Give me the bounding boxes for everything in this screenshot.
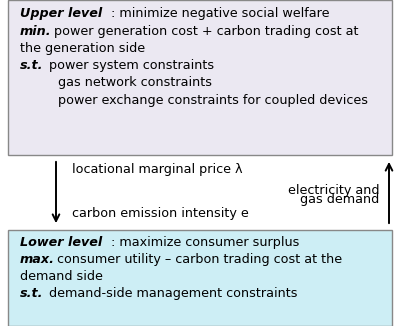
Text: electricity and: electricity and [288, 185, 379, 197]
Bar [8, 230, 392, 326]
Text: s.t.: s.t. [20, 288, 44, 301]
Text: gas network constraints: gas network constraints [58, 76, 212, 89]
Text: s.t.: s.t. [20, 59, 44, 72]
Text: locational marginal price λ: locational marginal price λ [72, 163, 242, 176]
Text: min.: min. [20, 24, 52, 37]
Text: power exchange constraints for coupled devices: power exchange constraints for coupled d… [58, 94, 368, 107]
Text: demand-side management constraints: demand-side management constraints [45, 288, 298, 301]
Text: Lower level: Lower level [20, 236, 102, 249]
Text: : minimize negative social welfare: : minimize negative social welfare [111, 7, 330, 20]
Text: demand side: demand side [20, 270, 103, 283]
Text: consumer utility – carbon trading cost at the: consumer utility – carbon trading cost a… [53, 253, 342, 266]
Text: power generation cost + carbon trading cost at: power generation cost + carbon trading c… [50, 24, 358, 37]
Text: max.: max. [20, 253, 55, 266]
Bar [8, 0, 392, 155]
Text: : maximize consumer surplus: : maximize consumer surplus [111, 236, 300, 249]
Text: Upper level: Upper level [20, 7, 102, 20]
Text: carbon emission intensity e: carbon emission intensity e [72, 207, 249, 220]
Text: gas demand: gas demand [300, 193, 379, 206]
Text: the generation side: the generation side [20, 42, 145, 55]
Text: power system constraints: power system constraints [45, 59, 214, 72]
